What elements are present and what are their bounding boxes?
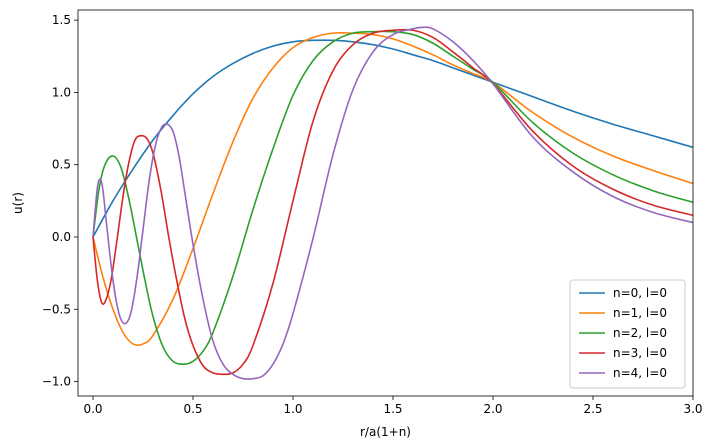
legend: n=0, l=0 n=1, l=0 n=2, l=0 n=3, l=0 n=4, l=0 [569, 279, 686, 389]
plot-lines [92, 26, 693, 380]
x-tick-label: 3.0 [683, 402, 702, 416]
y-tick-label: 1.0 [52, 85, 71, 99]
x-axis: 0.0 0.5 1.0 1.5 2.0 2.5 3.0 [83, 396, 703, 416]
legend-label-1: n=1, l=0 [613, 306, 667, 320]
plot-frame [77, 9, 694, 397]
series-line-4 [92, 26, 693, 380]
x-tick-label: 2.5 [583, 402, 602, 416]
x-tick-label: 0.0 [83, 402, 102, 416]
series-line-0 [92, 39, 693, 238]
y-tick-label: 1.5 [52, 13, 71, 27]
y-axis-label: u(r) [11, 192, 25, 214]
y-tick-label: 0.5 [52, 158, 71, 172]
x-tick-label: 1.0 [283, 402, 302, 416]
y-tick-label: −0.5 [42, 302, 71, 316]
y-axis: −1.0 −0.5 0.0 0.5 1.0 1.5 [42, 13, 78, 389]
x-tick-label: 0.5 [183, 402, 202, 416]
legend-label-4: n=4, l=0 [613, 366, 667, 380]
y-tick-label: 0.0 [52, 230, 71, 244]
x-tick-label: 1.5 [383, 402, 402, 416]
legend-label-3: n=3, l=0 [613, 346, 667, 360]
x-axis-label: r/a(1+n) [360, 425, 411, 439]
x-tick-label: 2.0 [483, 402, 502, 416]
legend-label-2: n=2, l=0 [613, 326, 667, 340]
legend-box [569, 279, 686, 389]
y-tick-label: −1.0 [42, 375, 71, 389]
legend-label-0: n=0, l=0 [613, 286, 667, 300]
series-line-1 [92, 31, 693, 347]
